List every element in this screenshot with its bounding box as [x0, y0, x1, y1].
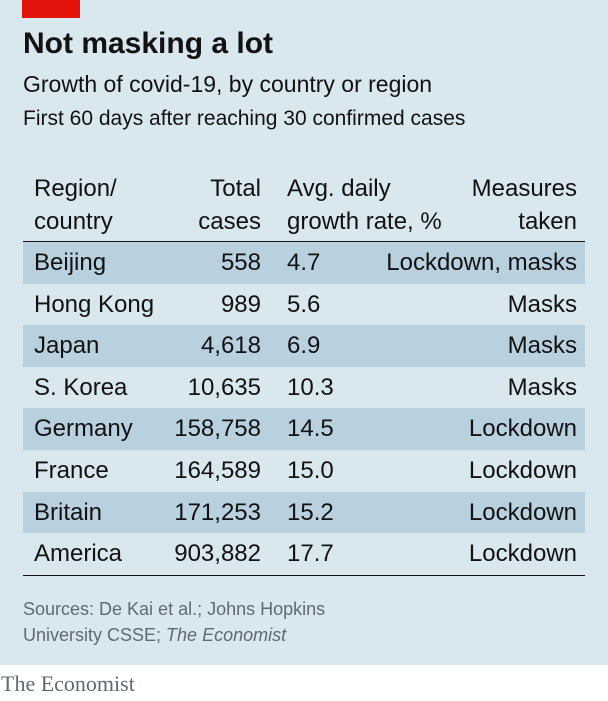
region-cell: S. Korea — [34, 373, 128, 401]
table-row: Japan 4,618 6.9 Masks — [23, 325, 585, 367]
table-row: Hong Kong 989 5.6 Masks — [23, 284, 585, 326]
growth-rate-cell: 15.0 — [287, 456, 334, 484]
growth-rate-cell: 4.7 — [287, 249, 321, 276]
region-cell: Britain — [34, 498, 103, 526]
total-cases-cell: 558 — [220, 249, 261, 276]
total-cases-cell: 164,589 — [174, 456, 261, 484]
region-cell: America — [34, 540, 123, 568]
column-header-growth-rate: Avg. daily growth rate, % — [287, 175, 442, 235]
growth-rate-cell: 15.2 — [287, 498, 334, 526]
measures-cell: Lockdown — [468, 415, 577, 443]
measures-cell: Lockdown, masks — [386, 249, 577, 276]
growth-rate-cell: 14.5 — [287, 415, 334, 443]
region-cell: Beijing — [34, 249, 107, 276]
publisher-logo: The Economist — [1, 671, 135, 696]
table-row: Britain 171,253 15.2 Lockdown — [23, 491, 585, 534]
growth-rate-cell: 6.9 — [287, 332, 321, 360]
chart-note: First 60 days after reaching 30 confirme… — [23, 107, 466, 130]
growth-rate-cell: 10.3 — [287, 373, 334, 401]
chart-title: Not masking a lot — [23, 27, 274, 60]
measures-cell: Masks — [507, 373, 577, 401]
measures-cell: Lockdown — [468, 498, 577, 526]
table-row: France 164,589 15.0 Lockdown — [23, 450, 585, 492]
table-row: S. Korea 10,635 10.3 Masks — [23, 367, 585, 409]
measures-cell: Masks — [507, 290, 577, 318]
total-cases-cell: 989 — [220, 290, 261, 318]
table-header: Region/ country Total cases Avg. daily g… — [23, 170, 585, 242]
column-header-measures: Measures taken — [471, 175, 577, 235]
measures-cell: Lockdown — [468, 540, 577, 568]
total-cases-cell: 903,882 — [174, 540, 261, 568]
region-cell: France — [34, 456, 109, 484]
region-cell: Germany — [34, 415, 133, 443]
brand-red-tag — [22, 0, 80, 18]
column-header-region: Region/ country — [34, 175, 117, 235]
region-cell: Japan — [34, 332, 100, 360]
chart-panel: Not masking a lot Growth of covid-19, by… — [0, 0, 608, 665]
measures-cell: Lockdown — [468, 456, 577, 484]
table-bottom-rule — [23, 574, 585, 576]
total-cases-cell: 171,253 — [174, 498, 261, 526]
region-cell: Hong Kong — [34, 290, 155, 318]
measures-cell: Masks — [507, 332, 577, 360]
total-cases-cell: 158,758 — [174, 415, 261, 443]
data-table: Region/ country Total cases Avg. daily g… — [23, 170, 585, 576]
chart-subtitle: Growth of covid-19, by country or region — [23, 71, 433, 97]
column-header-total-cases: Total cases — [198, 175, 261, 235]
table-row: Beijing 558 4.7 Lockdown, masks — [23, 242, 585, 284]
growth-rate-cell: 5.6 — [287, 290, 321, 318]
total-cases-cell: 10,635 — [187, 373, 261, 401]
table-row: America 903,882 17.7 Lockdown — [23, 533, 585, 575]
sources-note: Sources: De Kai et al.; Johns Hopkins Un… — [23, 599, 326, 645]
growth-rate-cell: 17.7 — [287, 540, 334, 568]
total-cases-cell: 4,618 — [200, 332, 261, 360]
table-row: Germany 158,758 14.5 Lockdown — [23, 408, 585, 450]
